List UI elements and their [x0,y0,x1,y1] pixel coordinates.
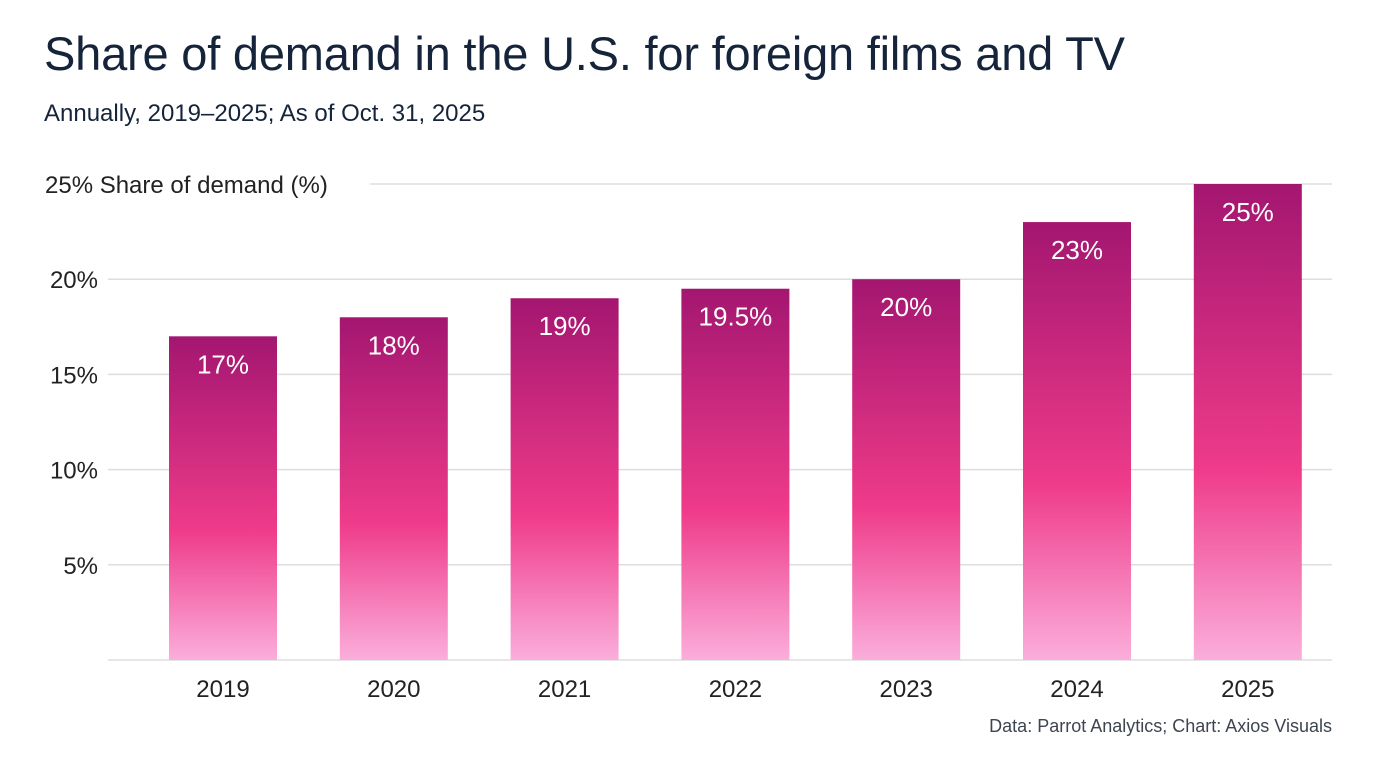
y-axis-title: 25% Share of demand (%) [45,172,328,199]
bar-value-label: 17% [197,349,249,379]
y-tick-label: 10% [50,458,98,485]
x-tick-label: 2020 [367,676,420,703]
x-tick-label: 2019 [196,676,249,703]
bar [681,288,790,660]
x-tick-label: 2021 [538,676,591,703]
bars [169,184,1302,660]
bar [1023,222,1131,660]
bar [510,298,619,660]
value-labels: 17% 18% 19% 19.5% 20% 23% 25% [197,197,1274,379]
bar-value-label: 18% [368,330,420,360]
bar-value-label: 23% [1051,235,1103,265]
x-tick-label: 2023 [880,676,933,703]
y-axis-ticks: 25% Share of demand (%) 5% 10% 15% 20% [45,172,328,580]
chart-title: Share of demand in the U.S. for foreign … [44,27,1125,80]
x-tick-label: 2022 [709,676,762,703]
bar-value-label: 20% [880,292,932,322]
bar [1193,184,1302,660]
bar-value-label: 19.5% [699,302,773,332]
bar [852,279,961,660]
y-tick-label: 20% [50,267,98,294]
bar [339,317,448,660]
x-tick-label: 2025 [1221,676,1274,703]
bar-value-label: 19% [539,311,591,341]
y-tick-label: 15% [50,362,98,389]
y-tick-label: 5% [63,553,98,580]
source-note: Data: Parrot Analytics; Chart: Axios Vis… [989,716,1332,736]
bar [169,336,277,660]
x-axis-labels: 2019 2020 2021 2022 2023 2024 2025 [196,676,1274,703]
x-tick-label: 2024 [1050,676,1103,703]
bar-value-label: 25% [1222,197,1274,227]
chart-subtitle: Annually, 2019–2025; As of Oct. 31, 2025 [44,100,486,127]
